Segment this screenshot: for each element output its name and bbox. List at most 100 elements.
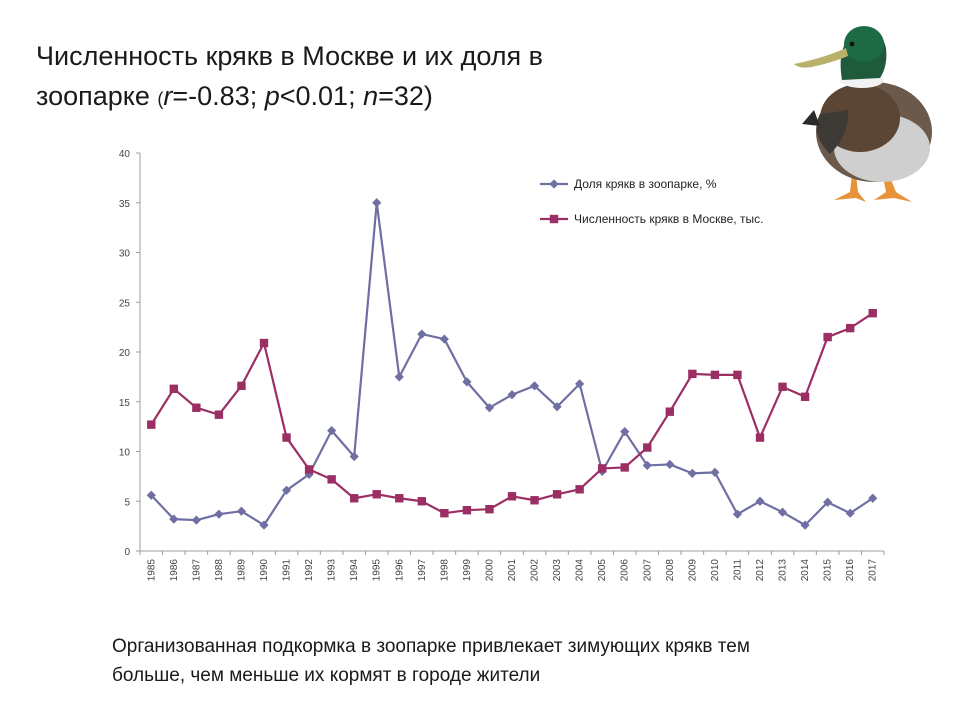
data-point-square <box>349 494 359 503</box>
data-point-square <box>823 332 832 342</box>
x-tick-label: 2011 <box>732 559 743 581</box>
chart-legend: Доля крякв в зоопарке, % Численность кряк… <box>540 177 763 226</box>
series-line <box>150 312 874 515</box>
legend-marker-diamond <box>549 179 559 189</box>
x-tick-label: 2006 <box>620 559 631 582</box>
x-tick-label: 2004 <box>575 559 586 582</box>
data-point-square <box>462 506 472 515</box>
slide-caption: Организованная подкормка в зоопарке прив… <box>112 632 882 690</box>
data-point-diamond <box>236 506 247 516</box>
x-tick-label: 2003 <box>552 559 563 582</box>
data-point-square <box>778 382 787 392</box>
legend-marker-square <box>549 214 559 224</box>
data-point-diamond <box>732 509 743 519</box>
data-point-diamond <box>259 520 269 530</box>
chart-series <box>146 198 878 530</box>
data-point-diamond <box>800 520 810 530</box>
data-point-square <box>304 465 314 474</box>
data-point-square <box>192 403 201 412</box>
data-point-diamond <box>462 377 472 387</box>
x-tick-label: 2010 <box>710 559 721 582</box>
data-point-diamond <box>394 372 404 382</box>
data-point-diamond <box>372 198 382 208</box>
data-point-diamond <box>642 460 652 471</box>
legend-label: Доля крякв в зоопарке, % <box>574 177 717 191</box>
x-tick-label: 2016 <box>845 559 856 582</box>
x-tick-label: 2007 <box>642 559 653 582</box>
y-tick-label: 15 <box>119 398 131 409</box>
data-point-diamond <box>191 515 201 525</box>
x-tick-label: 2012 <box>755 559 766 582</box>
caption-line-2: больше, чем меньше их кормят в городе жи… <box>112 665 541 686</box>
data-point-square <box>485 505 494 514</box>
x-tick-label: 1991 <box>282 559 293 582</box>
data-point-diamond <box>687 468 697 478</box>
data-point-square <box>845 323 855 333</box>
data-point-diamond <box>281 485 292 495</box>
y-tick-label: 5 <box>124 497 130 508</box>
data-point-square <box>147 420 156 429</box>
data-point-diamond <box>620 427 630 437</box>
x-tick-label: 2005 <box>597 559 608 582</box>
y-tick-label: 25 <box>119 298 131 309</box>
data-point-square <box>417 497 427 506</box>
data-point-diamond <box>304 469 314 479</box>
x-tick-label: 1985 <box>146 559 157 582</box>
x-tick-label: 2001 <box>507 559 518 582</box>
data-point-square <box>868 308 877 318</box>
mallard-duck-image <box>794 26 932 202</box>
data-point-square <box>327 475 336 484</box>
x-tick-label: 1988 <box>214 559 225 582</box>
data-point-diamond <box>417 329 427 339</box>
title-n-value: =32) <box>378 81 433 111</box>
data-point-square <box>395 494 404 503</box>
x-tick-label: 1987 <box>191 559 202 582</box>
title-line-1: Численность крякв в Москве и их доля в <box>36 41 544 71</box>
data-point-square <box>710 370 720 380</box>
data-point-diamond <box>484 403 495 413</box>
data-point-square <box>597 464 607 473</box>
title-p-symbol: p <box>264 81 280 111</box>
y-tick-label: 40 <box>119 149 131 160</box>
data-point-diamond <box>349 451 359 462</box>
x-tick-label: 2002 <box>530 559 541 582</box>
x-tick-label: 1997 <box>417 559 428 582</box>
data-point-diamond <box>575 379 585 389</box>
x-tick-label: 1986 <box>169 559 180 582</box>
x-tick-label: 2000 <box>484 559 495 582</box>
data-point-diamond <box>755 496 765 506</box>
title-line-2: зоопарке <box>36 81 158 111</box>
x-tick-label: 1992 <box>304 559 315 582</box>
legend-item-1: Доля крякв в зоопарке, % <box>540 177 717 191</box>
data-point-square <box>643 443 652 452</box>
data-point-diamond <box>327 426 337 436</box>
data-point-diamond <box>146 490 156 500</box>
x-tick-label: 1999 <box>462 559 473 582</box>
data-point-diamond <box>868 493 878 503</box>
y-tick-label: 30 <box>119 249 131 260</box>
data-point-diamond <box>552 402 562 412</box>
x-tick-label: 1996 <box>394 559 405 582</box>
data-point-square <box>440 508 449 518</box>
data-point-diamond <box>845 508 855 518</box>
data-point-square <box>372 490 381 499</box>
x-tick-label: 2013 <box>778 559 789 582</box>
x-tick-label: 1994 <box>349 559 360 582</box>
data-point-square <box>282 433 291 442</box>
series-2 <box>147 308 877 518</box>
data-point-square <box>620 463 629 472</box>
slide-title: Численность крякв в Москве и их доля в з… <box>36 36 676 119</box>
y-tick-label: 0 <box>124 547 130 558</box>
title-r-symbol: r <box>163 81 173 111</box>
data-point-square <box>552 490 562 499</box>
data-point-diamond <box>665 459 675 470</box>
x-tick-label: 1998 <box>439 559 450 582</box>
data-point-diamond <box>529 381 540 391</box>
x-tick-label: 2015 <box>823 559 834 582</box>
x-tick-label: 2009 <box>687 559 698 582</box>
data-point-square <box>259 338 269 348</box>
data-point-diamond <box>439 334 449 344</box>
data-point-square <box>169 384 179 394</box>
title-open-paren: ( <box>157 89 164 109</box>
data-point-square <box>733 370 742 380</box>
